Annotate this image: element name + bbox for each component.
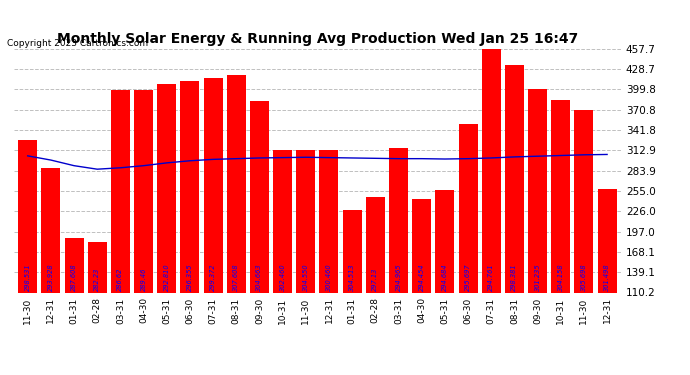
Bar [343, 210, 362, 292]
Bar [88, 242, 107, 292]
Bar [412, 200, 431, 292]
Text: 287.608: 287.608 [71, 264, 77, 291]
Bar [435, 189, 455, 292]
Text: 289.46: 289.46 [141, 268, 146, 291]
Bar [157, 84, 176, 292]
Text: 299.372: 299.372 [210, 264, 216, 291]
Bar [227, 75, 246, 292]
Text: 286.62: 286.62 [117, 268, 124, 291]
Bar [528, 89, 547, 292]
Text: 282.23: 282.23 [95, 268, 100, 291]
Title: Monthly Solar Energy & Running Avg Production Wed Jan 25 16:47: Monthly Solar Energy & Running Avg Produ… [57, 32, 578, 46]
Bar [366, 196, 385, 292]
Bar [389, 148, 408, 292]
Text: 307.608: 307.608 [233, 264, 239, 291]
Text: 297.13: 297.13 [373, 268, 378, 291]
Bar [296, 150, 315, 292]
Text: 305.698: 305.698 [581, 264, 587, 291]
Text: 293.928: 293.928 [48, 264, 54, 291]
Text: 302.460: 302.460 [279, 264, 286, 291]
Text: 292.810: 292.810 [164, 264, 170, 291]
Text: 296.355: 296.355 [187, 264, 193, 291]
Bar [41, 168, 61, 292]
Text: 304.550: 304.550 [303, 264, 309, 291]
Text: 294.761: 294.761 [489, 264, 494, 291]
Text: 304.663: 304.663 [257, 264, 262, 291]
Bar [18, 140, 37, 292]
Text: 295.697: 295.697 [465, 264, 471, 291]
Bar [111, 90, 130, 292]
Bar [250, 101, 269, 292]
Text: 298.531: 298.531 [25, 264, 31, 291]
Text: 304.158: 304.158 [558, 264, 564, 291]
Bar [459, 124, 477, 292]
Text: 301.498: 301.498 [604, 264, 610, 291]
Text: 300.460: 300.460 [326, 264, 332, 291]
Text: 294.965: 294.965 [395, 264, 402, 291]
Bar [65, 238, 83, 292]
Text: 294.454: 294.454 [419, 264, 424, 291]
Bar [598, 189, 617, 292]
Text: Copyright 2023 Cartronics.com: Copyright 2023 Cartronics.com [7, 39, 148, 48]
Bar [574, 110, 593, 292]
Text: 294.684: 294.684 [442, 264, 448, 291]
Bar [134, 90, 153, 292]
Bar [551, 100, 570, 292]
Bar [204, 78, 223, 292]
Bar [482, 49, 501, 292]
Bar [505, 64, 524, 292]
Text: 304.513: 304.513 [349, 264, 355, 291]
Text: 301.235: 301.235 [535, 264, 540, 291]
Bar [273, 150, 292, 292]
Bar [180, 81, 199, 292]
Bar [319, 150, 339, 292]
Text: 298.381: 298.381 [511, 264, 518, 291]
